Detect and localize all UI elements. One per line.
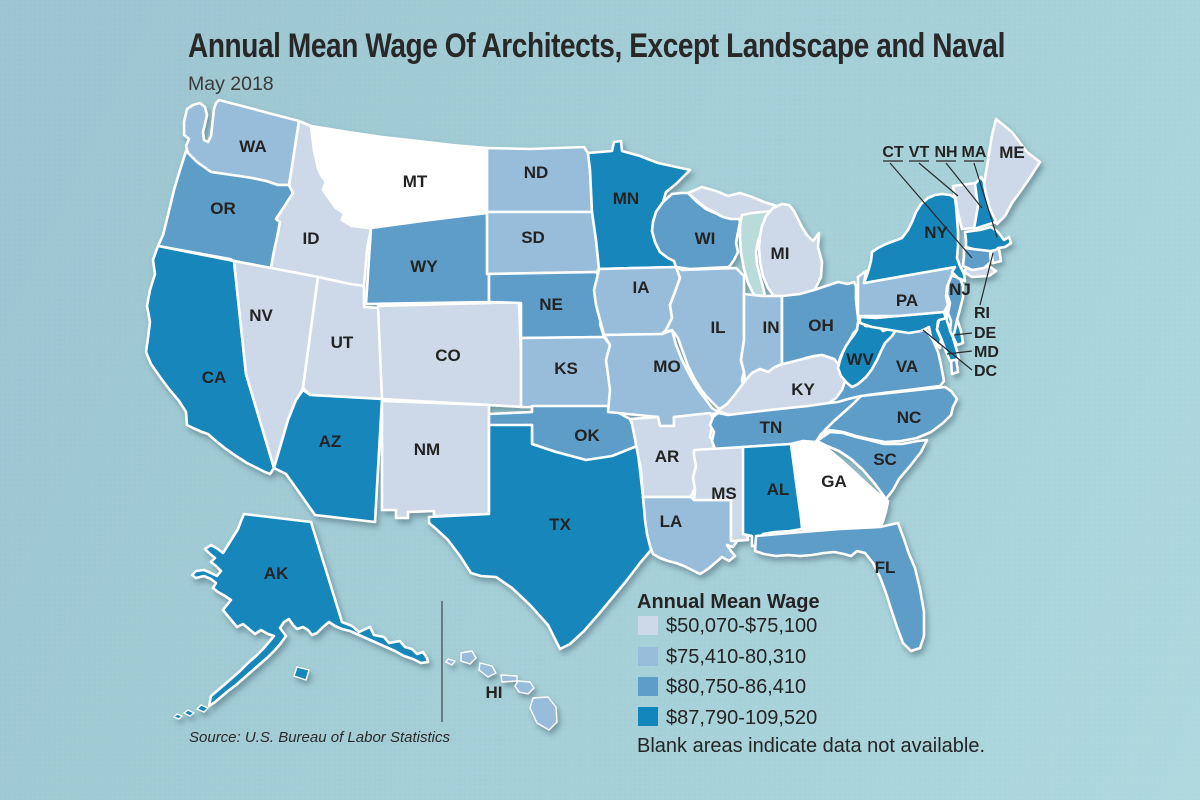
svg-text:May 2018: May 2018 bbox=[188, 73, 274, 95]
svg-text:IA: IA bbox=[633, 278, 650, 297]
svg-text:NY: NY bbox=[924, 223, 948, 242]
svg-text:SD: SD bbox=[521, 228, 545, 247]
svg-text:AK: AK bbox=[264, 564, 289, 583]
svg-text:ME: ME bbox=[999, 143, 1025, 162]
svg-text:OH: OH bbox=[808, 316, 834, 335]
svg-text:IN: IN bbox=[763, 318, 780, 337]
svg-text:CA: CA bbox=[202, 368, 227, 387]
svg-text:TN: TN bbox=[760, 418, 783, 437]
svg-text:IL: IL bbox=[710, 318, 725, 337]
svg-text:Annual Mean Wage Of Architects: Annual Mean Wage Of Architects, Except L… bbox=[188, 26, 1005, 64]
svg-text:MS: MS bbox=[711, 484, 737, 503]
svg-text:WA: WA bbox=[239, 137, 266, 156]
svg-text:AZ: AZ bbox=[319, 432, 342, 451]
svg-text:$50,070-$75,100: $50,070-$75,100 bbox=[666, 615, 817, 637]
svg-text:WV: WV bbox=[846, 350, 874, 369]
svg-text:Annual Mean Wage: Annual Mean Wage bbox=[637, 591, 820, 613]
svg-text:NC: NC bbox=[897, 408, 922, 427]
svg-text:ID: ID bbox=[303, 229, 320, 248]
svg-text:KS: KS bbox=[554, 359, 578, 378]
svg-text:SC: SC bbox=[873, 450, 897, 469]
svg-text:NJ: NJ bbox=[949, 280, 971, 299]
svg-text:$80,750-86,410: $80,750-86,410 bbox=[666, 676, 806, 698]
svg-text:DE: DE bbox=[974, 325, 997, 342]
svg-text:PA: PA bbox=[896, 291, 918, 310]
svg-text:ND: ND bbox=[524, 163, 549, 182]
svg-text:MD: MD bbox=[974, 344, 999, 361]
svg-text:WY: WY bbox=[410, 257, 438, 276]
svg-text:HI: HI bbox=[486, 683, 503, 702]
svg-text:MT: MT bbox=[403, 172, 428, 191]
svg-text:OK: OK bbox=[574, 426, 600, 445]
svg-text:$75,410-80,310: $75,410-80,310 bbox=[666, 646, 806, 668]
svg-text:MA: MA bbox=[962, 144, 987, 161]
svg-text:KY: KY bbox=[791, 380, 815, 399]
svg-text:NM: NM bbox=[414, 440, 440, 459]
svg-text:Blank areas indicate data not: Blank areas indicate data not available. bbox=[637, 735, 985, 757]
svg-text:CT: CT bbox=[882, 144, 904, 161]
svg-text:NV: NV bbox=[249, 306, 273, 325]
svg-text:Source: U.S. Bureau of Labor S: Source: U.S. Bureau of Labor Statistics bbox=[189, 729, 450, 746]
svg-text:UT: UT bbox=[331, 333, 354, 352]
svg-text:MO: MO bbox=[653, 357, 680, 376]
svg-text:OR: OR bbox=[210, 199, 236, 218]
svg-text:GA: GA bbox=[821, 472, 847, 491]
svg-text:NH: NH bbox=[934, 144, 957, 161]
svg-text:VA: VA bbox=[896, 357, 918, 376]
svg-text:MI: MI bbox=[771, 244, 790, 263]
svg-text:FL: FL bbox=[875, 558, 896, 577]
svg-text:DC: DC bbox=[974, 363, 998, 380]
svg-text:TX: TX bbox=[549, 515, 571, 534]
svg-text:CO: CO bbox=[435, 346, 461, 365]
svg-text:MN: MN bbox=[613, 189, 639, 208]
svg-text:VT: VT bbox=[909, 144, 930, 161]
svg-text:AL: AL bbox=[767, 480, 790, 499]
svg-text:NE: NE bbox=[539, 295, 563, 314]
svg-text:LA: LA bbox=[660, 512, 683, 531]
svg-text:$87,790-109,520: $87,790-109,520 bbox=[666, 707, 817, 729]
svg-text:AR: AR bbox=[655, 447, 680, 466]
svg-text:RI: RI bbox=[974, 305, 990, 322]
svg-text:WI: WI bbox=[695, 229, 716, 248]
